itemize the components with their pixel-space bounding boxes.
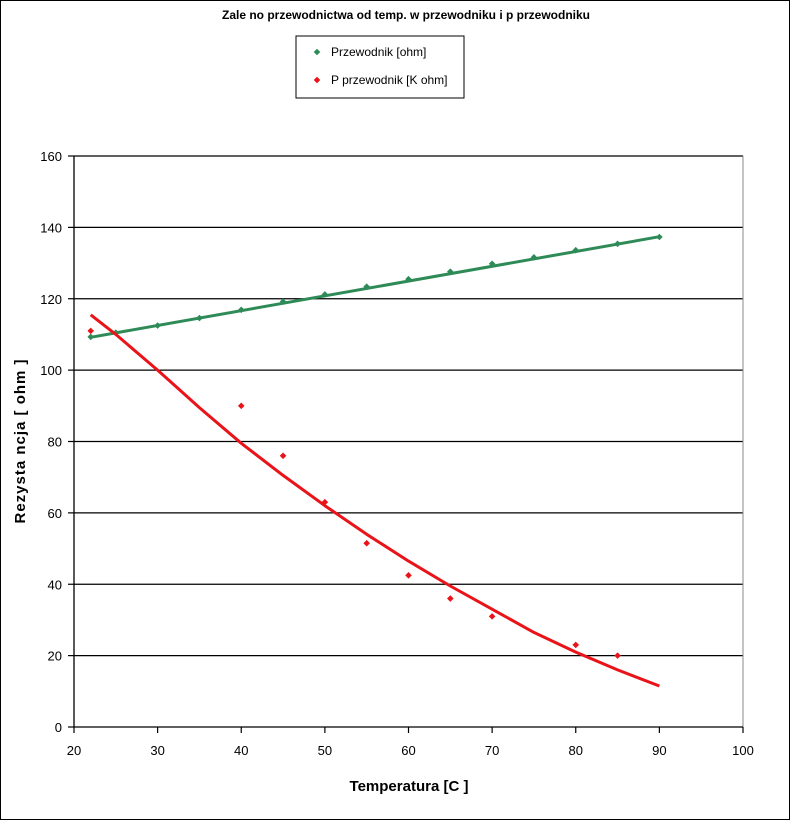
- plot-area: 0 20 40 60 80 100 120 140 160 20 30 40 50 60 70 80 90 100: [40, 149, 754, 758]
- data-point-series-2: [488, 613, 496, 620]
- data-point-series-1: [530, 254, 538, 261]
- data-point-series-1: [656, 233, 663, 241]
- x-tick-label-40: 40: [234, 743, 248, 758]
- x-tick-label-60: 60: [401, 743, 415, 758]
- data-point-series-2: [321, 498, 329, 506]
- data-point-series-2: [447, 595, 454, 602]
- data-point-series-2: [405, 572, 412, 579]
- y-tick-label-20: 20: [48, 649, 62, 664]
- y-tick-label-120: 120: [40, 292, 62, 307]
- data-point-series-1: [237, 306, 245, 314]
- x-tick-label-100: 100: [732, 743, 754, 758]
- y-tick-label-160: 160: [40, 149, 62, 164]
- y-tick-label-80: 80: [48, 435, 62, 450]
- data-point-series-1: [614, 240, 621, 248]
- data-point-series-1: [154, 322, 161, 329]
- y-tick-label-100: 100: [40, 363, 62, 378]
- data-point-series-1: [405, 275, 412, 283]
- legend-box: [295, 35, 465, 99]
- trendline-series-1: [90, 235, 660, 339]
- trendline-series-2: [89, 313, 660, 688]
- y-axis-title: Rezysta ncja [ ohm ]: [12, 358, 29, 523]
- data-point-series-2: [572, 641, 580, 649]
- y-tick-label-60: 60: [48, 506, 62, 521]
- data-point-series-1: [321, 291, 329, 298]
- x-tick-label-20: 20: [67, 743, 81, 758]
- data-point-series-1: [279, 298, 287, 305]
- data-point-series-2: [237, 402, 245, 410]
- legend-label-przewodnik: Przewodnik [ohm]: [331, 45, 426, 59]
- y-tick-label-140: 140: [40, 220, 62, 235]
- data-point-series-1: [572, 246, 580, 254]
- x-tick-label-70: 70: [485, 743, 499, 758]
- x-tick-label-30: 30: [150, 743, 164, 758]
- data-point-series-1: [363, 283, 370, 290]
- data-point-series-1: [87, 333, 95, 341]
- x-axis-title: Temperatura [C ]: [350, 778, 469, 795]
- data-point-series-1: [488, 260, 496, 268]
- data-point-series-1: [447, 268, 454, 275]
- x-tick-label-50: 50: [318, 743, 332, 758]
- data-point-series-1: [196, 314, 203, 322]
- legend: Przewodnik [ohm] P przewodnik [K ohm]: [295, 35, 465, 99]
- legend-marker-polprzewodnik: [313, 76, 321, 84]
- y-tick-label-40: 40: [48, 577, 62, 592]
- y-tick-label-0: 0: [55, 720, 62, 735]
- data-point-series-2: [363, 539, 370, 547]
- x-tick-label-80: 80: [569, 743, 583, 758]
- legend-marker-przewodnik: [313, 48, 321, 56]
- data-point-series-2: [87, 327, 95, 335]
- chart-title: Zale no przewodnictwa od temp. w przewod…: [222, 8, 590, 22]
- x-tick-label-90: 90: [652, 743, 666, 758]
- data-point-series-2: [279, 452, 287, 460]
- data-point-series-2: [614, 652, 621, 659]
- legend-label-polprzewodnik: P przewodnik [K ohm]: [331, 73, 448, 87]
